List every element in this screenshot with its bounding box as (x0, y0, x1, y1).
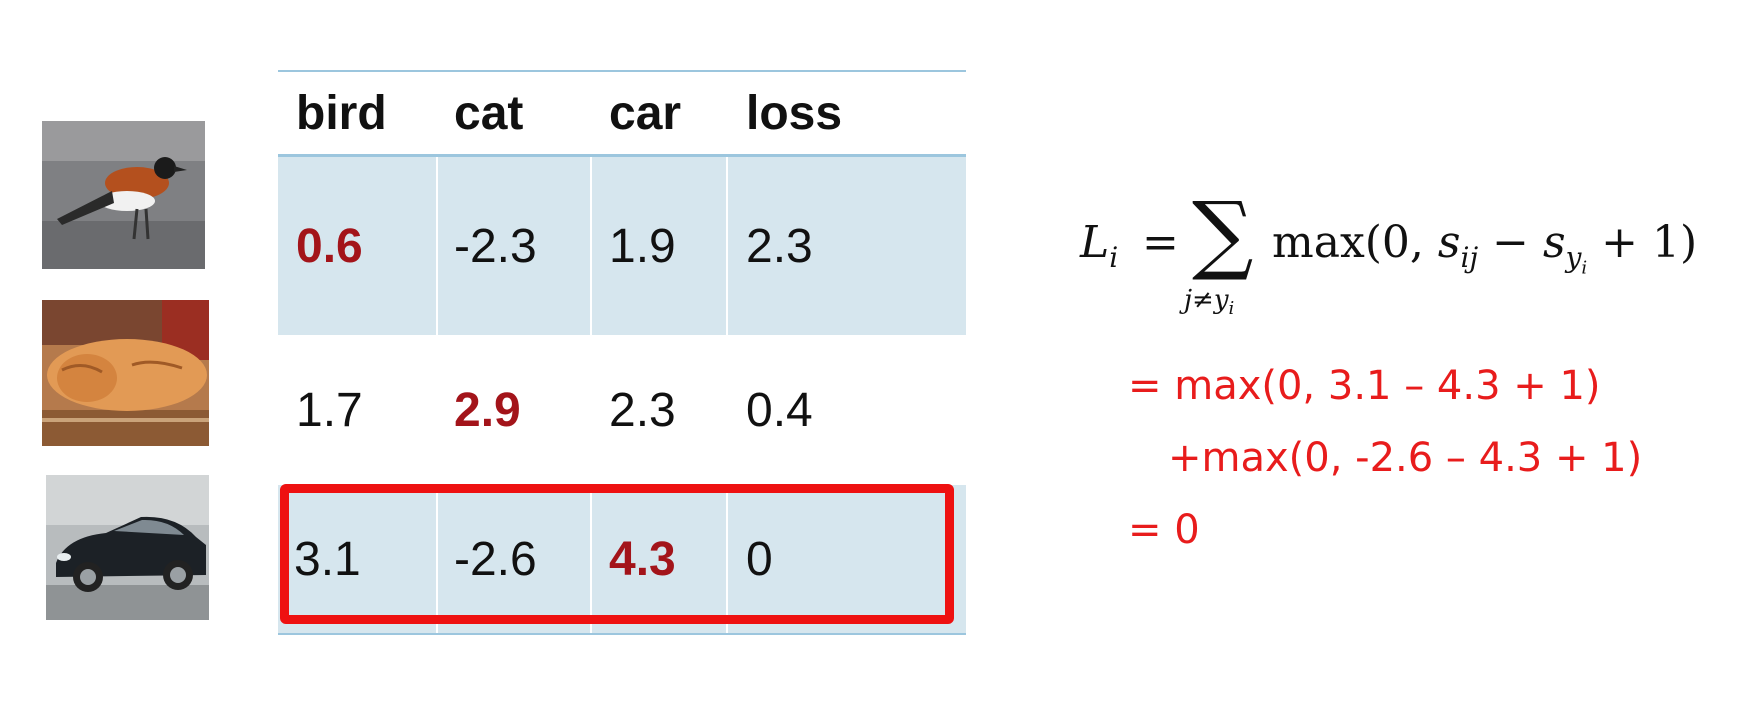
cat-image (42, 300, 209, 446)
calculation-step: +max(0, -2.6 – 4.3 + 1) (1168, 435, 1643, 481)
car-image (46, 475, 209, 620)
calculation-result: = 0 (1128, 507, 1200, 553)
score-cell: 2.9 (454, 383, 521, 437)
sum-index: j≠yi (1184, 285, 1235, 320)
score-cell: -2.3 (454, 219, 537, 273)
table-row: 0.6 -2.3 1.9 2.3 (278, 157, 966, 335)
calculation-step: = max(0, 3.1 – 4.3 + 1) (1128, 363, 1601, 409)
loss-cell: 0 (746, 532, 773, 586)
header-car: car (609, 86, 682, 140)
score-cell: 1.7 (296, 383, 363, 437)
score-cell: 2.3 (609, 383, 676, 437)
loss-cell: 0.4 (746, 383, 813, 437)
highlight-box (280, 484, 954, 624)
sum-symbol: ∑ (1192, 184, 1254, 284)
score-cell: 0.6 (296, 219, 363, 273)
formula-lhs: Li (1080, 217, 1119, 274)
table-bottom-rule (278, 633, 966, 635)
formula-equals: = (1142, 217, 1179, 268)
score-cell: 4.3 (609, 532, 676, 586)
table-row: 1.7 2.9 2.3 0.4 (278, 335, 966, 485)
table-top-rule (278, 70, 966, 72)
table-row: 3.1 -2.6 4.3 0 (278, 485, 966, 633)
score-cell: -2.6 (454, 532, 537, 586)
header-loss: loss (746, 86, 843, 140)
bird-image (42, 121, 205, 269)
formula-body: max(0, sij − syi + 1) (1272, 217, 1698, 279)
score-cell: 3.1 (294, 532, 361, 586)
table-header-row: bird cat car loss (278, 72, 966, 157)
header-cat: cat (454, 86, 524, 140)
score-cell: 1.9 (609, 219, 676, 273)
header-bird: bird (296, 86, 387, 140)
loss-cell: 2.3 (746, 219, 813, 273)
loss-formula: Li = ∑ j≠yi max(0, sij − syi + 1) (1080, 191, 1697, 325)
